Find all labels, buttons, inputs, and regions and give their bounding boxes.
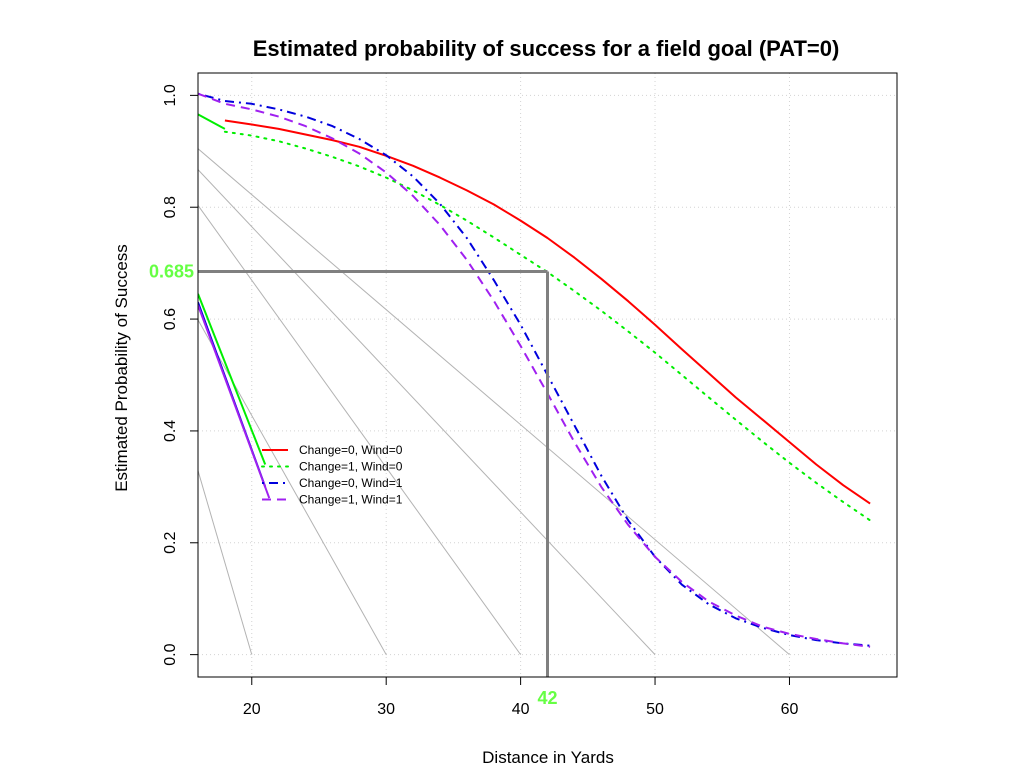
y-tick-label-2: 0.4 <box>162 420 179 442</box>
x-tick-label-3: 50 <box>646 701 664 718</box>
left-edge-segment-2 <box>198 304 271 499</box>
y-tick-label-3: 0.6 <box>162 308 179 330</box>
reference-line-0 <box>198 468 253 655</box>
chart-title: Estimated probability of success for a f… <box>253 36 840 61</box>
highlight-lines <box>198 270 549 677</box>
y-tick-label-1: 0.2 <box>162 532 179 554</box>
legend-label-0: Change=0, Wind=0 <box>299 443 403 457</box>
y-tick-label-4: 0.8 <box>162 196 179 218</box>
left-edge-segment-0 <box>198 293 267 465</box>
reference-line-4 <box>198 147 790 656</box>
series-line-0 <box>224 119 871 505</box>
x-axis-label: Distance in Yards <box>482 748 614 767</box>
grid <box>198 73 897 677</box>
series-lines <box>198 92 872 648</box>
legend: Change=0, Wind=0 Change=1, Wind=0 Change=0… <box>261 443 403 507</box>
reference-line-3 <box>198 168 656 655</box>
y-axis-label: Estimated Probability of Success <box>112 244 131 492</box>
highlight-x-value-label: 42 <box>537 688 557 708</box>
legend-label-1: Change=1, Wind=0 <box>299 460 403 474</box>
y-tick-label-0: 0.0 <box>162 643 179 665</box>
x-tick-label-4: 60 <box>781 701 799 718</box>
series-line-2 <box>198 92 871 647</box>
reference-line-1 <box>198 318 387 655</box>
x-tick-label-0: 20 <box>243 701 261 718</box>
axes: 20 30 40 50 60 0.0 0.2 0.4 0.6 0.8 1.0 <box>162 84 798 718</box>
y-tick-label-5: 1.0 <box>162 84 179 106</box>
series-line-3 <box>198 92 871 648</box>
x-tick-label-1: 30 <box>377 701 395 718</box>
legend-label-3: Change=1, Wind=1 <box>299 493 403 507</box>
legend-label-2: Change=0, Wind=1 <box>299 476 403 490</box>
left-edge-segment-3 <box>198 113 226 130</box>
highlight-y-value-label: 0.685 <box>149 262 194 282</box>
x-tick-label-2: 40 <box>512 701 530 718</box>
